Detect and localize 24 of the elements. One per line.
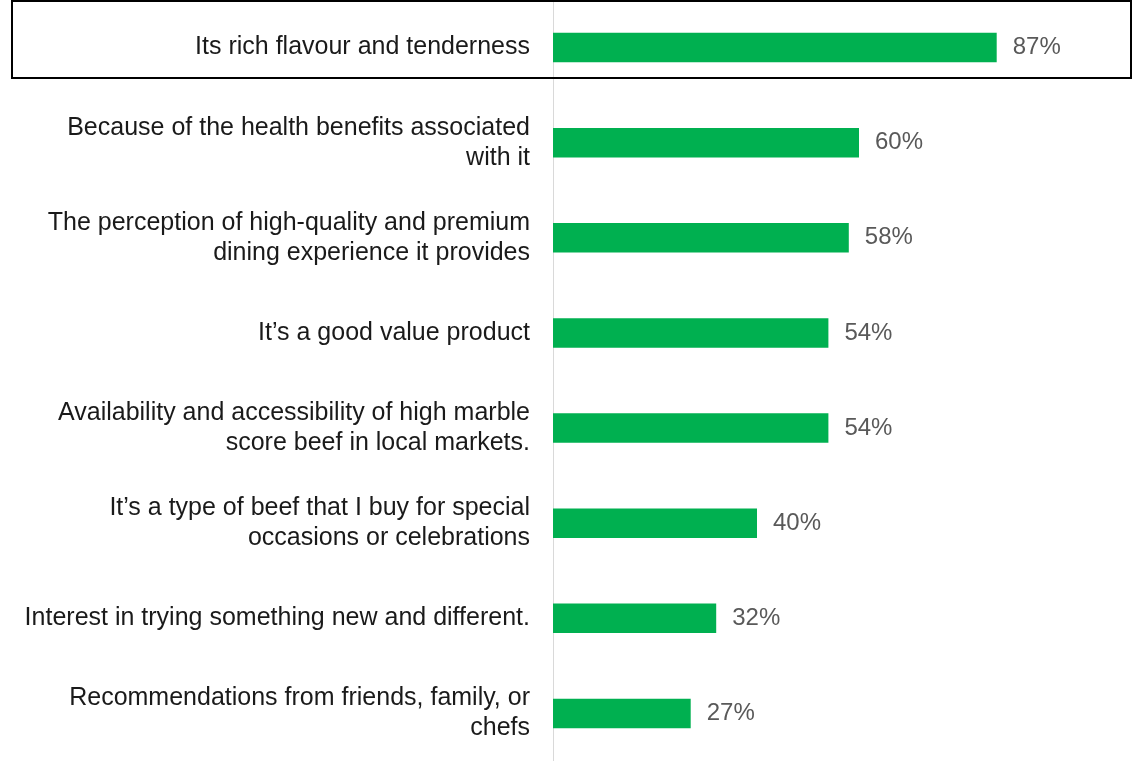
bar [553, 508, 757, 538]
bar [553, 603, 717, 634]
data-label: 54% [844, 412, 893, 440]
y-tick-label: Because of the health benefits associated with it [67, 111, 531, 170]
y-tick-label: The perception of high-quality and premium dining experience it provides [47, 206, 530, 265]
data-label: 27% [706, 698, 755, 726]
data-label: 87% [1012, 32, 1061, 60]
bar [553, 32, 997, 63]
data-label: 58% [864, 222, 913, 250]
bar [553, 223, 849, 253]
y-tick-label: It’s a good value product [258, 316, 531, 345]
data-label: 32% [732, 602, 781, 630]
bar [553, 698, 691, 729]
bar [553, 127, 859, 158]
y-tick-label: Recommendations from friends, family, or chefs [69, 682, 530, 741]
y-tick-label: Interest in trying something new and different. [24, 602, 530, 631]
bar [553, 413, 829, 443]
bar [553, 318, 829, 348]
data-label: 40% [773, 507, 822, 535]
y-tick-label: Its rich flavour and tenderness [195, 31, 530, 60]
data-label: 54% [844, 317, 893, 345]
data-label: 60% [875, 127, 924, 155]
y-tick-label: It’s a type of beef that I buy for special occasions or celebrations [109, 492, 530, 551]
y-tick-label: Availability and accessibility of high marble score beef in local markets. [58, 396, 530, 455]
